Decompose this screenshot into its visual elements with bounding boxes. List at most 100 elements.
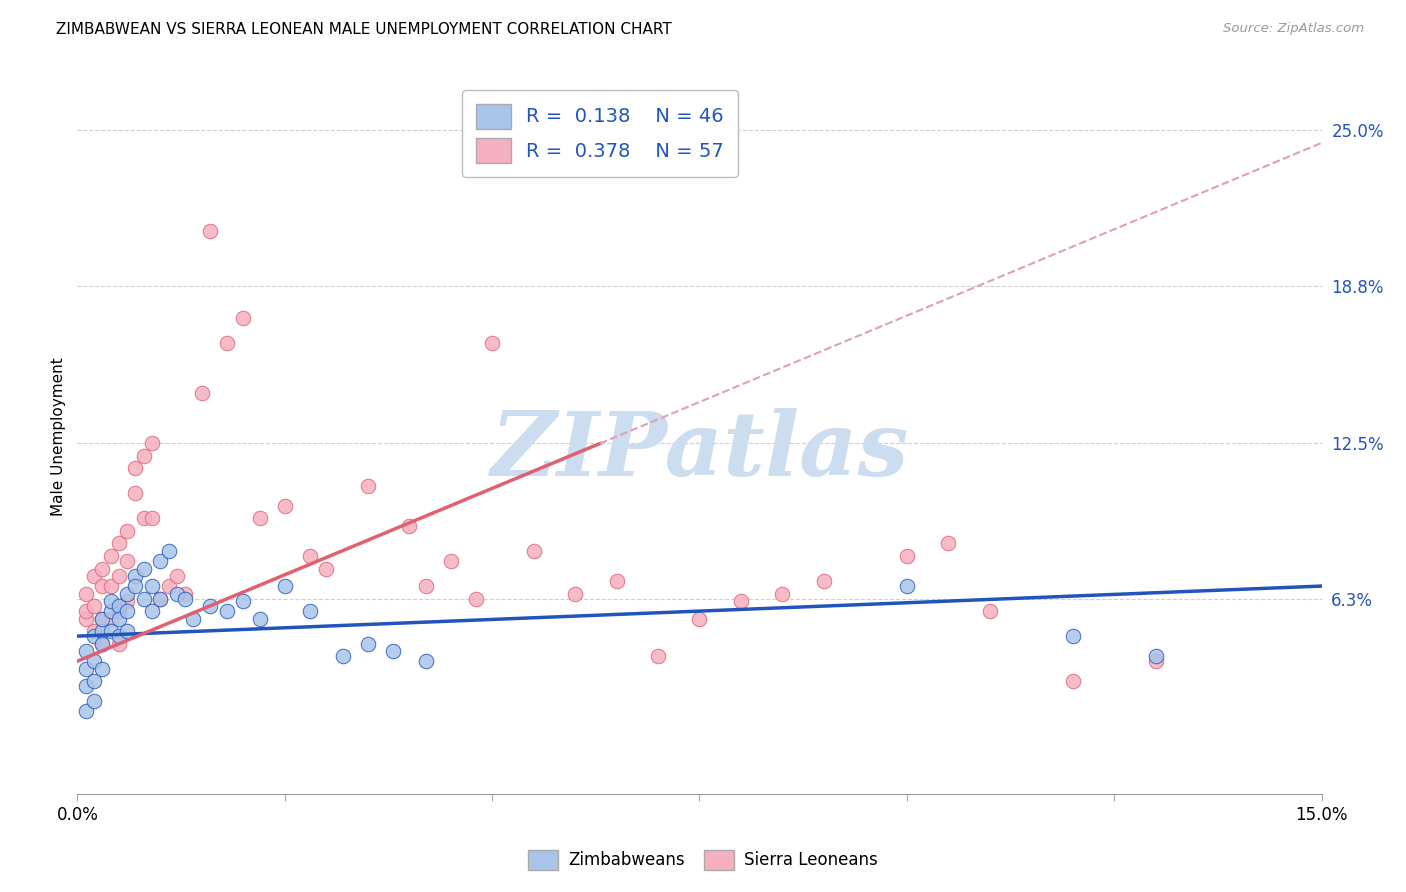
Point <box>108 604 131 618</box>
Point <box>132 511 155 525</box>
Point <box>75 704 97 718</box>
Point <box>91 612 114 626</box>
Point <box>274 499 297 513</box>
Point <box>83 654 105 668</box>
Point <box>141 579 163 593</box>
Point <box>647 649 669 664</box>
Point <box>198 223 221 237</box>
Point <box>124 579 146 593</box>
Point <box>83 569 105 583</box>
Point <box>298 604 321 618</box>
Point <box>108 637 131 651</box>
Point <box>157 579 180 593</box>
Point <box>606 574 628 588</box>
Point <box>166 586 188 600</box>
Y-axis label: Male Unemployment: Male Unemployment <box>51 358 66 516</box>
Point <box>1062 629 1084 643</box>
Legend: R =  0.138    N = 46, R =  0.378    N = 57: R = 0.138 N = 46, R = 0.378 N = 57 <box>463 90 738 177</box>
Text: ZIMBABWEAN VS SIERRA LEONEAN MALE UNEMPLOYMENT CORRELATION CHART: ZIMBABWEAN VS SIERRA LEONEAN MALE UNEMPL… <box>56 22 672 37</box>
Point <box>141 604 163 618</box>
Point <box>564 586 586 600</box>
Point <box>91 561 114 575</box>
Point <box>215 336 238 351</box>
Point <box>191 386 214 401</box>
Point <box>108 612 131 626</box>
Point <box>132 561 155 575</box>
Point <box>274 579 297 593</box>
Point <box>232 311 254 326</box>
Point <box>91 612 114 626</box>
Point <box>91 637 114 651</box>
Point <box>689 612 711 626</box>
Point <box>174 591 197 606</box>
Point <box>115 586 138 600</box>
Point <box>398 519 420 533</box>
Point <box>149 591 172 606</box>
Point <box>381 644 404 658</box>
Point <box>83 694 105 708</box>
Point <box>938 536 960 550</box>
Point <box>357 637 380 651</box>
Point <box>100 594 122 608</box>
Point <box>215 604 238 618</box>
Legend: Zimbabweans, Sierra Leoneans: Zimbabweans, Sierra Leoneans <box>522 843 884 877</box>
Point <box>83 629 105 643</box>
Point <box>232 594 254 608</box>
Point <box>108 629 131 643</box>
Point <box>83 674 105 689</box>
Point <box>83 624 105 639</box>
Point <box>100 612 122 626</box>
Point <box>91 637 114 651</box>
Point <box>464 591 486 606</box>
Point <box>132 591 155 606</box>
Point <box>166 569 188 583</box>
Point <box>83 599 105 613</box>
Text: ZIPatlas: ZIPatlas <box>491 409 908 494</box>
Point <box>249 612 271 626</box>
Point <box>108 536 131 550</box>
Point <box>124 569 146 583</box>
Point <box>115 594 138 608</box>
Point <box>730 594 752 608</box>
Point <box>141 511 163 525</box>
Point <box>896 549 918 563</box>
Point <box>415 579 437 593</box>
Point <box>100 579 122 593</box>
Point <box>298 549 321 563</box>
Point <box>1144 649 1167 664</box>
Point <box>1062 674 1084 689</box>
Point <box>108 599 131 613</box>
Point <box>1144 654 1167 668</box>
Point <box>75 612 97 626</box>
Point <box>115 624 138 639</box>
Point <box>357 479 380 493</box>
Point <box>332 649 354 664</box>
Point <box>157 544 180 558</box>
Point <box>75 662 97 676</box>
Point <box>75 679 97 693</box>
Point <box>100 604 122 618</box>
Point <box>440 554 463 568</box>
Point <box>772 586 794 600</box>
Point <box>124 486 146 500</box>
Point <box>91 662 114 676</box>
Point <box>75 586 97 600</box>
Point <box>481 336 503 351</box>
Point <box>149 591 172 606</box>
Point <box>115 554 138 568</box>
Point <box>100 624 122 639</box>
Point <box>75 644 97 658</box>
Point <box>174 586 197 600</box>
Point <box>91 624 114 639</box>
Point <box>115 604 138 618</box>
Point <box>141 436 163 450</box>
Point <box>813 574 835 588</box>
Point <box>183 612 205 626</box>
Point <box>149 554 172 568</box>
Text: Source: ZipAtlas.com: Source: ZipAtlas.com <box>1223 22 1364 36</box>
Point <box>896 579 918 593</box>
Point <box>523 544 546 558</box>
Point <box>100 549 122 563</box>
Point <box>249 511 271 525</box>
Point <box>75 604 97 618</box>
